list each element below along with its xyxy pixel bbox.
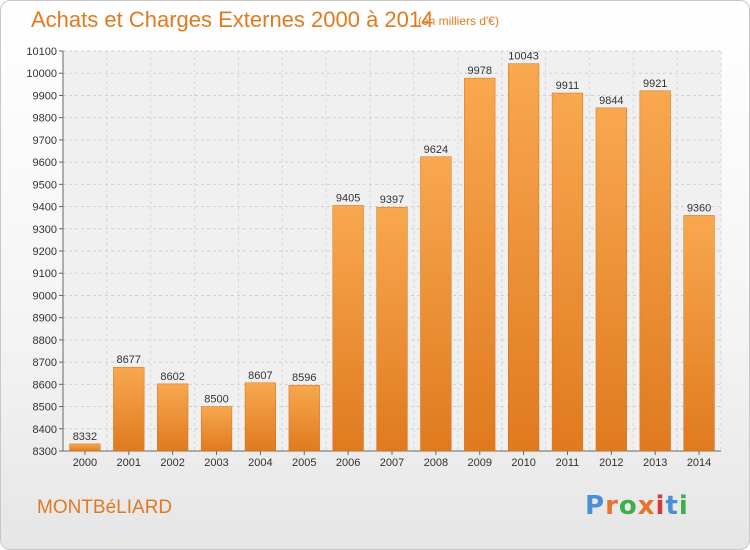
logo-letter: P: [585, 491, 606, 521]
data-label: 9360: [687, 202, 711, 214]
y-tick-label: 9000: [33, 290, 57, 302]
data-label: 9978: [467, 65, 491, 77]
y-tick-label: 10000: [26, 68, 57, 80]
bar-2005: [288, 384, 320, 452]
x-tick-label: 2010: [511, 457, 535, 469]
x-tick-label: 2003: [204, 457, 228, 469]
y-tick-label: 9400: [33, 202, 57, 214]
logo-letter: x: [637, 491, 656, 521]
chart-title: Achats et Charges Externes 2000 à 2014: [31, 7, 434, 32]
y-tick-label: 8900: [33, 313, 57, 325]
data-label: 8332: [73, 431, 97, 443]
y-tick-label: 8500: [33, 402, 57, 414]
bar-2009: [464, 77, 496, 452]
x-tick-label: 2002: [160, 457, 184, 469]
data-label: 9911: [556, 80, 580, 92]
data-label: 8677: [117, 354, 141, 366]
data-label: 9397: [380, 194, 404, 206]
x-tick-label: 2005: [292, 457, 316, 469]
bar-2014: [683, 215, 715, 452]
x-tick-label: 2014: [687, 457, 711, 469]
data-label: 10043: [508, 51, 539, 63]
y-tick-label: 10100: [26, 46, 57, 58]
bar-2006: [332, 205, 364, 452]
bar-2012: [595, 107, 627, 452]
data-label: 8607: [248, 370, 272, 382]
x-tick-label: 2009: [467, 457, 491, 469]
data-label: 9844: [599, 95, 623, 107]
chart-subtitle: (en milliers d'€): [418, 14, 499, 28]
x-tick-label: 2013: [643, 457, 667, 469]
data-label: 8500: [204, 394, 228, 406]
x-tick-label: 2006: [336, 457, 360, 469]
data-label: 8596: [292, 372, 316, 384]
logo-letter: i: [678, 491, 689, 521]
y-tick-label: 9600: [33, 157, 57, 169]
proxiti-logo[interactable]: Proxiti: [585, 491, 689, 521]
x-tick-label: 2008: [424, 457, 448, 469]
bar-2004: [244, 382, 277, 452]
data-label: 8602: [160, 371, 184, 383]
y-tick-label: 8300: [33, 446, 57, 458]
x-tick-label: 2011: [556, 457, 580, 469]
x-tick-label: 2012: [599, 457, 623, 469]
bar-2010: [507, 63, 540, 452]
data-label: 9624: [424, 144, 448, 156]
x-tick-label: 2000: [73, 457, 97, 469]
bar-2003: [200, 406, 233, 452]
bar-2008: [420, 156, 452, 452]
y-tick-label: 8800: [33, 335, 57, 347]
x-tick-label: 2004: [248, 457, 272, 469]
data-label: 9405: [336, 192, 360, 204]
y-tick-label: 9900: [33, 90, 57, 102]
bar-2000: [69, 443, 101, 452]
logo-letter: t: [665, 491, 679, 521]
bar-2011: [551, 92, 584, 452]
data-label: 9921: [643, 78, 667, 90]
x-tick-label: 2001: [117, 457, 141, 469]
logo-letter: r: [605, 491, 619, 521]
y-tick-label: 9500: [33, 179, 57, 191]
logo-letter: i: [655, 491, 666, 521]
y-tick-label: 8400: [33, 424, 57, 436]
x-tick-label: 2007: [380, 457, 404, 469]
bar-2013: [639, 90, 671, 452]
bar-2007: [376, 206, 408, 452]
y-tick-label: 9200: [33, 246, 57, 258]
y-tick-label: 9700: [33, 135, 57, 147]
logo-letter: o: [618, 491, 638, 521]
y-tick-label: 9300: [33, 224, 57, 236]
labels: 8332 8677 8602 8500 8607 8596 9405 9397 9624 9978…: [73, 51, 712, 443]
y-tick-label: 8600: [33, 379, 57, 391]
y-tick-label: 9800: [33, 113, 57, 125]
bars: [69, 63, 715, 452]
place-name: MONTBéLIARD: [37, 497, 173, 518]
bar-2001: [113, 366, 145, 452]
y-tick-label: 9100: [33, 268, 57, 280]
bar-2002: [157, 383, 189, 452]
y-tick-label: 8700: [33, 357, 57, 369]
